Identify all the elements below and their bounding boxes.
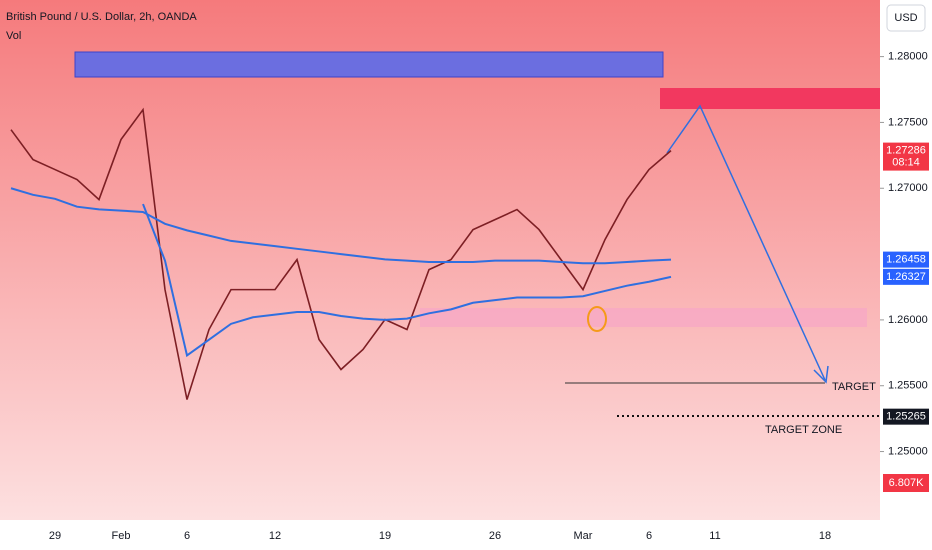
projection-arrow: [666, 104, 826, 381]
resistance-box: [660, 88, 880, 109]
x-tick-label: 18: [819, 530, 831, 542]
x-tick-label: Feb: [112, 530, 131, 542]
y-tick-label: 1.28000: [888, 51, 928, 63]
series-line: [10, 107, 672, 400]
annotation: TARGET ZONE: [765, 424, 842, 436]
volume-value: 6.807K: [889, 477, 925, 489]
y-tick-label: 1.25000: [888, 445, 928, 457]
price-tag: [883, 142, 929, 171]
marks: [10, 107, 672, 400]
price-tag: [883, 268, 929, 285]
y-tick-label: 1.26000: [888, 314, 928, 326]
support-zone: [420, 308, 867, 327]
arrow-head: [813, 365, 829, 384]
x-tick-label: 19: [379, 530, 391, 542]
x-tick-label: 26: [489, 530, 501, 542]
x-tick-label: 11: [709, 530, 720, 542]
plot-background: [0, 0, 880, 520]
highlight-circle: [587, 306, 607, 332]
y-tick-label: 1.27500: [888, 116, 928, 128]
x-tick-label: 6: [646, 530, 652, 542]
x-tick-label: 6: [184, 530, 190, 542]
series-line: [10, 187, 672, 265]
price-tag: [883, 408, 929, 425]
price-tag-label: 1.25265: [886, 411, 926, 423]
price-tag-label: 1.26327: [886, 271, 926, 283]
supply-box: [74, 51, 664, 78]
price-tag-label: 1.26458: [886, 254, 926, 266]
currency-button[interactable]: [886, 4, 926, 32]
volume-label: Vol: [6, 30, 21, 42]
time-axis: [0, 520, 880, 550]
price-tag-countdown: 08:14: [892, 157, 920, 169]
currency[interactable]: USD: [894, 12, 917, 24]
chart-title: British Pound / U.S. Dollar, 2h, OANDA: [6, 11, 197, 23]
y-tick-label: 1.25500: [888, 380, 928, 392]
x-tick-label: Mar: [574, 530, 593, 542]
x-tick-label: 12: [269, 530, 281, 542]
volume-tag: [883, 474, 929, 492]
price-tag: [883, 251, 929, 268]
x-tick-label: 29: [49, 530, 61, 542]
annotation: TARGET: [832, 381, 876, 393]
price-tag-label: 1.27286: [886, 145, 926, 157]
y-tick-label: 1.27000: [888, 182, 928, 194]
series-line: [142, 203, 672, 358]
